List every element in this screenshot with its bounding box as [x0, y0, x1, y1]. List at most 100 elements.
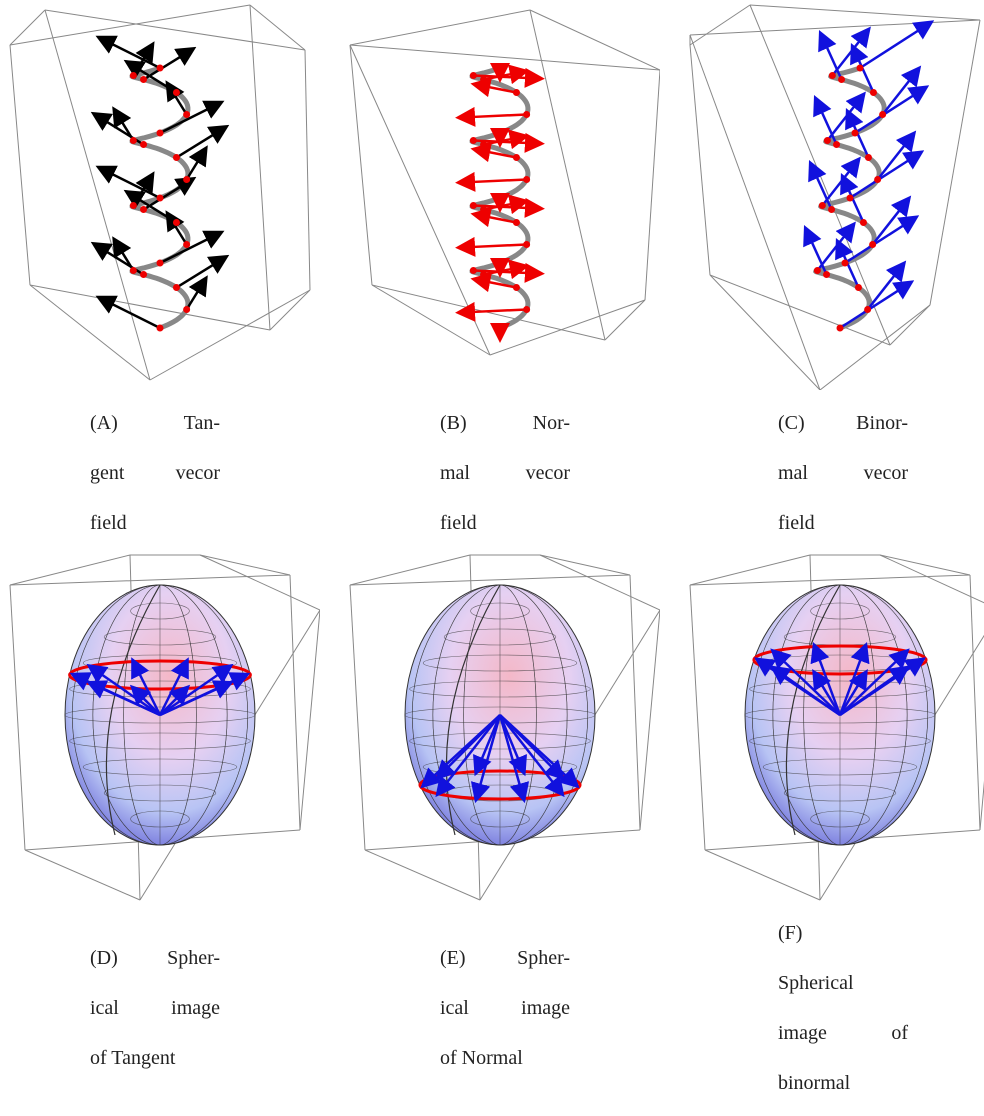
vector-arrow [844, 215, 920, 265]
box-edge [364, 849, 481, 901]
cutaway [445, 584, 501, 836]
box-edge [199, 554, 320, 611]
helix-point [859, 219, 867, 227]
box-edge [9, 554, 131, 586]
caption-text: Spher- [167, 947, 220, 969]
vector-arrow [142, 46, 197, 81]
caption-line: (D) Spher- [90, 933, 220, 983]
helix-point [156, 129, 164, 137]
helix-point [172, 89, 180, 97]
vector-arrow [876, 130, 917, 181]
box-edge [529, 9, 606, 341]
latitude-line [783, 784, 897, 802]
helix-point [828, 206, 836, 214]
box-edge [44, 9, 151, 381]
caption: (B) Nor-mal vecor field [440, 398, 570, 548]
box-edge [349, 44, 373, 286]
helix-point [854, 284, 862, 292]
helix-point [818, 201, 826, 209]
helix-point [864, 154, 872, 162]
box-edge [29, 284, 151, 381]
helix-point [828, 71, 836, 79]
vector-arrow [816, 221, 856, 272]
caption-text: Tan- [183, 412, 220, 434]
vector-arrow [470, 272, 517, 293]
vector-arrow [455, 301, 527, 322]
helix-point [523, 305, 531, 313]
vector-arrow [839, 648, 910, 716]
box-edge [709, 274, 821, 390]
caption-text: field [440, 512, 477, 534]
vector-arrow [175, 124, 230, 159]
latitude-line [422, 758, 578, 776]
helix-point [496, 259, 504, 267]
box-edge [689, 44, 711, 276]
latitude-line [810, 602, 870, 620]
helix-point [140, 76, 148, 84]
cutaway [785, 584, 841, 836]
vector-arrow [850, 42, 875, 94]
helix-point [183, 110, 191, 118]
box-edge [269, 289, 311, 331]
box-edge [199, 554, 291, 576]
helix-point [140, 206, 148, 214]
box-edge [299, 609, 320, 831]
caption-text: ical image [440, 997, 570, 1019]
box-edge [929, 19, 981, 306]
vector-arrow [95, 165, 161, 200]
box-edge [304, 49, 311, 291]
helix-plot [349, 9, 660, 356]
helix-point [874, 175, 882, 183]
helix-point [833, 141, 841, 149]
vector-arrow [803, 224, 828, 276]
helix-point [823, 271, 831, 279]
vector-arrow [498, 714, 527, 777]
vector-arrow [813, 94, 838, 146]
image-curve [752, 644, 928, 676]
helix-point [480, 206, 488, 214]
caption-text: Spher- [517, 947, 570, 969]
helix-point [496, 194, 504, 202]
caption: (F) Spherical image of binormal [778, 908, 908, 1108]
box-edge [704, 849, 821, 901]
box-edge [889, 304, 931, 346]
helix-point [480, 141, 488, 149]
vector-arrow [859, 20, 935, 70]
helix-point [156, 194, 164, 202]
caption: (E) Spher-ical image of Normal [440, 933, 570, 1083]
vector-arrow [838, 641, 870, 716]
latitude-line [409, 732, 591, 750]
box-edge [689, 584, 706, 851]
latitude-line [470, 602, 530, 620]
box-edge [349, 584, 366, 851]
vector-arrow [812, 669, 842, 716]
vector-arrow [810, 641, 842, 716]
vector-arrow [158, 657, 189, 716]
helix-point [856, 64, 864, 72]
latitude-line [409, 680, 591, 698]
latitude-line [470, 810, 530, 828]
box-edge [689, 4, 751, 46]
latitude-line [130, 602, 190, 620]
helix-point [512, 284, 520, 292]
latitude-line [82, 654, 238, 672]
vector-arrow [808, 159, 833, 211]
box-edge [249, 4, 271, 331]
vector-arrow [835, 237, 860, 289]
caption-text: gent vecor [90, 462, 220, 484]
box-edge [819, 304, 931, 390]
vector-arrow [112, 106, 135, 142]
box-edge [749, 4, 891, 346]
helix-point [129, 136, 137, 144]
helix-point [869, 240, 877, 248]
caption-text: binormal [778, 1072, 851, 1094]
latitude-line [82, 758, 238, 776]
box-edge [29, 284, 271, 331]
vector-arrow [839, 665, 911, 717]
box-edge [349, 574, 631, 586]
vector-arrow [95, 35, 161, 70]
box-edge [349, 9, 531, 46]
caption-line: (B) Nor- [440, 398, 570, 448]
box-edge [529, 9, 660, 71]
